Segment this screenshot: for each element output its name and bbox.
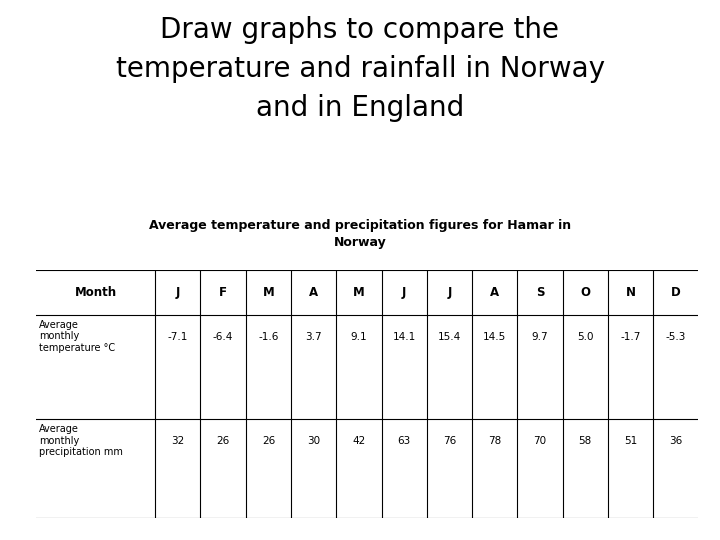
Text: Average temperature and precipitation figures for Hamar in
Norway: Average temperature and precipitation fi… bbox=[149, 219, 571, 249]
Text: J: J bbox=[447, 286, 451, 299]
Text: Month: Month bbox=[75, 286, 117, 299]
Text: -7.1: -7.1 bbox=[168, 332, 188, 342]
Text: 78: 78 bbox=[488, 436, 501, 447]
Text: -5.3: -5.3 bbox=[665, 332, 686, 342]
Text: 70: 70 bbox=[534, 436, 546, 447]
Text: M: M bbox=[353, 286, 365, 299]
Text: S: S bbox=[536, 286, 544, 299]
Text: N: N bbox=[626, 286, 636, 299]
Text: -6.4: -6.4 bbox=[213, 332, 233, 342]
Text: 5.0: 5.0 bbox=[577, 332, 593, 342]
Text: 26: 26 bbox=[262, 436, 275, 447]
Text: 14.5: 14.5 bbox=[483, 332, 506, 342]
Text: A: A bbox=[490, 286, 499, 299]
Text: 26: 26 bbox=[217, 436, 230, 447]
Text: -1.6: -1.6 bbox=[258, 332, 279, 342]
Text: 14.1: 14.1 bbox=[392, 332, 416, 342]
Text: 36: 36 bbox=[669, 436, 683, 447]
Text: 51: 51 bbox=[624, 436, 637, 447]
Text: 42: 42 bbox=[352, 436, 366, 447]
Text: Average
monthly
precipitation mm: Average monthly precipitation mm bbox=[40, 424, 123, 457]
Text: 15.4: 15.4 bbox=[438, 332, 461, 342]
Text: F: F bbox=[219, 286, 227, 299]
Text: A: A bbox=[309, 286, 318, 299]
Text: 76: 76 bbox=[443, 436, 456, 447]
Text: 32: 32 bbox=[171, 436, 184, 447]
Text: Average
monthly
temperature °C: Average monthly temperature °C bbox=[40, 320, 115, 353]
Text: 58: 58 bbox=[579, 436, 592, 447]
Text: 63: 63 bbox=[397, 436, 411, 447]
Text: O: O bbox=[580, 286, 590, 299]
Text: Draw graphs to compare the
temperature and rainfall in Norway
and in England: Draw graphs to compare the temperature a… bbox=[115, 16, 605, 122]
Text: -1.7: -1.7 bbox=[621, 332, 641, 342]
Text: J: J bbox=[402, 286, 406, 299]
Text: D: D bbox=[671, 286, 680, 299]
Text: 9.1: 9.1 bbox=[351, 332, 367, 342]
Text: M: M bbox=[263, 286, 274, 299]
Text: 3.7: 3.7 bbox=[305, 332, 322, 342]
Text: 9.7: 9.7 bbox=[531, 332, 549, 342]
Text: J: J bbox=[176, 286, 180, 299]
Text: 30: 30 bbox=[307, 436, 320, 447]
